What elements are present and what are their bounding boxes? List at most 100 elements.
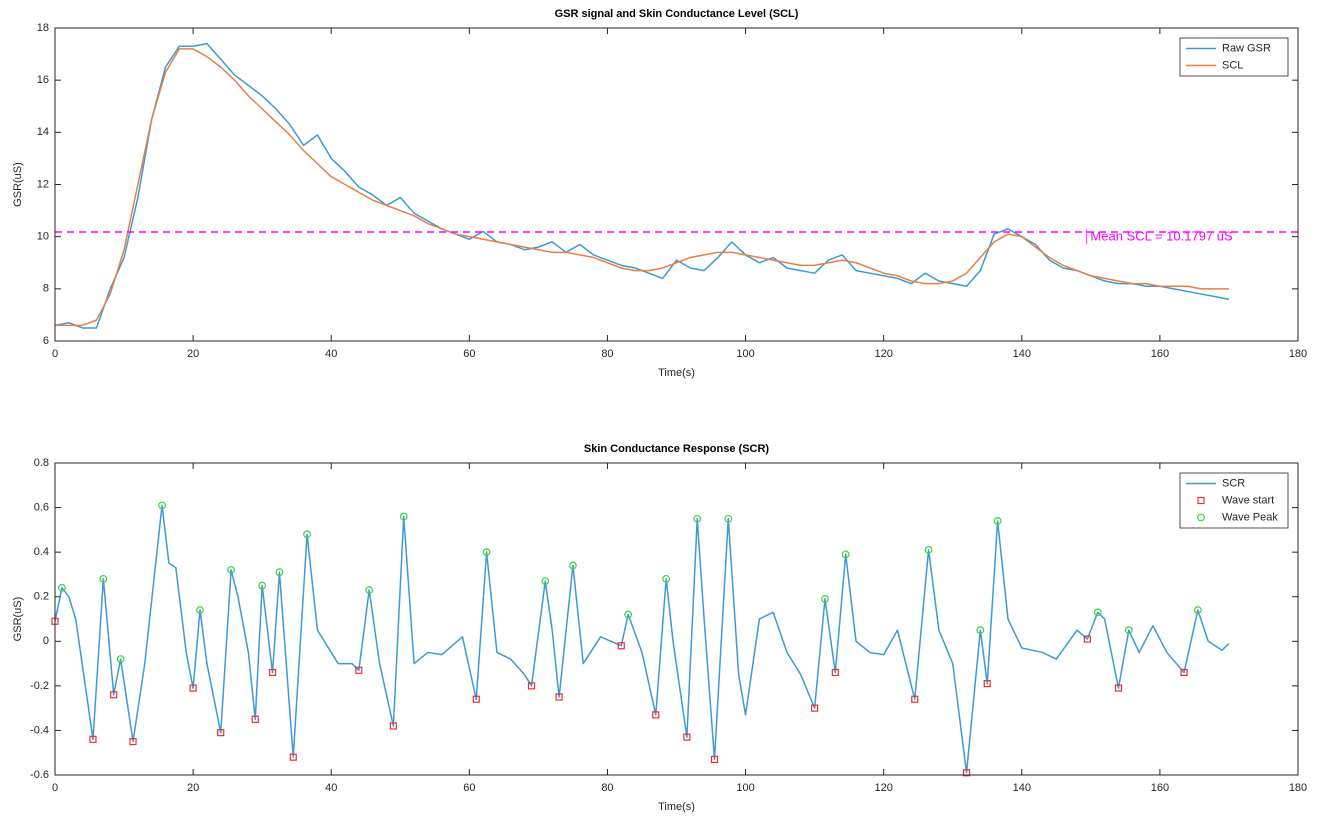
wave-peak-marker bbox=[158, 501, 166, 510]
wave-peak-marker bbox=[693, 514, 702, 523]
x-tick-label: 120 bbox=[874, 348, 892, 360]
wave-start-marker bbox=[831, 668, 839, 677]
y-tick-label: 16 bbox=[37, 74, 49, 86]
x-tick-label: 160 bbox=[1151, 348, 1169, 360]
wave-peak-marker bbox=[624, 610, 633, 619]
legend-label: Wave start bbox=[1222, 494, 1274, 506]
wave-start-marker bbox=[217, 729, 225, 737]
wave-peak-marker bbox=[541, 577, 550, 586]
wave-peak-marker bbox=[99, 574, 108, 583]
x-tick-label: 140 bbox=[1013, 348, 1031, 360]
y-tick-label: 10 bbox=[37, 231, 49, 243]
wave-start-marker bbox=[289, 753, 297, 761]
wave-peak-marker bbox=[821, 595, 829, 603]
wave-peak-marker bbox=[58, 583, 66, 592]
wave-start-marker bbox=[129, 737, 137, 746]
wave-start-marker bbox=[110, 691, 118, 699]
x-tick-label: 60 bbox=[463, 348, 475, 360]
y-tick-label: 14 bbox=[37, 126, 49, 138]
series-line bbox=[55, 48, 1229, 327]
legend-swatch bbox=[1197, 496, 1205, 505]
x-axis-label: Time(s) bbox=[658, 367, 695, 379]
x-tick-label: 20 bbox=[187, 348, 199, 360]
wave-start-marker bbox=[710, 755, 719, 764]
x-axis-label: Time(s) bbox=[658, 801, 695, 813]
wave-peak-marker bbox=[841, 550, 850, 559]
chart-title: GSR signal and Skin Conductance Level (S… bbox=[555, 8, 799, 20]
wave-start-marker bbox=[1083, 635, 1091, 643]
series-layer bbox=[55, 42, 1230, 329]
legend-box bbox=[1179, 37, 1289, 77]
wave-start-marker bbox=[962, 769, 971, 777]
wave-peak-marker bbox=[116, 655, 125, 664]
y-axis-label: GSR(uS) bbox=[12, 162, 24, 207]
wave-peak-marker bbox=[569, 561, 577, 570]
wave-peak-marker bbox=[258, 581, 267, 590]
x-tick-label: 40 bbox=[325, 348, 337, 360]
y-axis-label: GSR(uS) bbox=[12, 597, 24, 642]
wave-peak-marker bbox=[1193, 606, 1202, 614]
x-tick-label: 140 bbox=[1013, 782, 1031, 794]
wave-start-marker bbox=[617, 642, 625, 650]
wave-start-marker bbox=[389, 722, 397, 730]
wave-start-marker bbox=[268, 668, 277, 677]
y-tick-label: 0.2 bbox=[34, 591, 49, 603]
wave-peak-marker bbox=[924, 546, 933, 554]
x-tick-label: 120 bbox=[874, 782, 892, 794]
legend-label: SCR bbox=[1222, 477, 1245, 489]
wave-peak-marker bbox=[399, 512, 408, 521]
wave-start-marker bbox=[555, 693, 563, 701]
wave-start-marker bbox=[189, 684, 197, 692]
x-tick-label: 80 bbox=[601, 348, 613, 360]
y-tick-label: 0 bbox=[43, 635, 49, 647]
x-tick-label: 0 bbox=[52, 348, 58, 360]
x-tick-label: 60 bbox=[463, 782, 475, 794]
wave-peak-marker bbox=[724, 514, 733, 523]
y-tick-label: 12 bbox=[37, 178, 49, 190]
wave-start-marker bbox=[355, 666, 363, 674]
wave-peak-marker bbox=[196, 606, 204, 614]
y-tick-label: 6 bbox=[43, 335, 49, 347]
axes-box bbox=[54, 462, 1299, 776]
series-line bbox=[55, 504, 1230, 774]
wave-peak-marker bbox=[303, 530, 311, 539]
wave-start-marker bbox=[811, 704, 819, 712]
x-tick-label: 0 bbox=[52, 782, 58, 794]
legend-label: Raw GSR bbox=[1222, 42, 1271, 54]
x-tick-label: 80 bbox=[601, 782, 613, 794]
x-tick-label: 40 bbox=[325, 782, 337, 794]
y-tick-label: 0.8 bbox=[34, 457, 49, 469]
wave-peak-marker bbox=[227, 566, 235, 574]
x-tick-label: 160 bbox=[1151, 782, 1169, 794]
wave-start-marker bbox=[683, 733, 691, 741]
wave-start-marker bbox=[251, 715, 259, 723]
y-tick-label: -0.2 bbox=[30, 680, 49, 692]
wave-start-marker bbox=[911, 695, 919, 703]
wave-start-marker bbox=[1180, 668, 1188, 677]
axes-box bbox=[54, 27, 1299, 342]
wave-peak-marker bbox=[662, 574, 671, 583]
plot-area bbox=[55, 463, 1298, 775]
wave-peak-marker bbox=[1093, 608, 1102, 617]
x-tick-label: 20 bbox=[187, 782, 199, 794]
wave-start-marker bbox=[1114, 684, 1123, 692]
y-tick-label: -0.6 bbox=[30, 769, 49, 781]
y-tick-label: 18 bbox=[37, 22, 49, 34]
wave-start-marker bbox=[89, 735, 97, 743]
wave-peak-marker bbox=[275, 568, 284, 577]
wave-peak-marker bbox=[976, 626, 985, 635]
mean-annotation: Mean SCL = 10.1797 uS bbox=[1090, 228, 1233, 243]
legend-label: SCL bbox=[1222, 59, 1243, 71]
wave-peak-marker bbox=[365, 586, 374, 594]
wave-peak-marker bbox=[1124, 626, 1133, 635]
legend-label: Wave Peak bbox=[1222, 511, 1278, 523]
wave-peak-marker bbox=[482, 548, 491, 557]
y-tick-label: 8 bbox=[43, 283, 49, 295]
wave-start-marker bbox=[472, 695, 480, 703]
plot-area bbox=[55, 28, 1298, 341]
wave-start-marker bbox=[983, 680, 991, 688]
wave-start-marker bbox=[527, 682, 536, 690]
y-tick-label: 0.4 bbox=[34, 546, 49, 558]
